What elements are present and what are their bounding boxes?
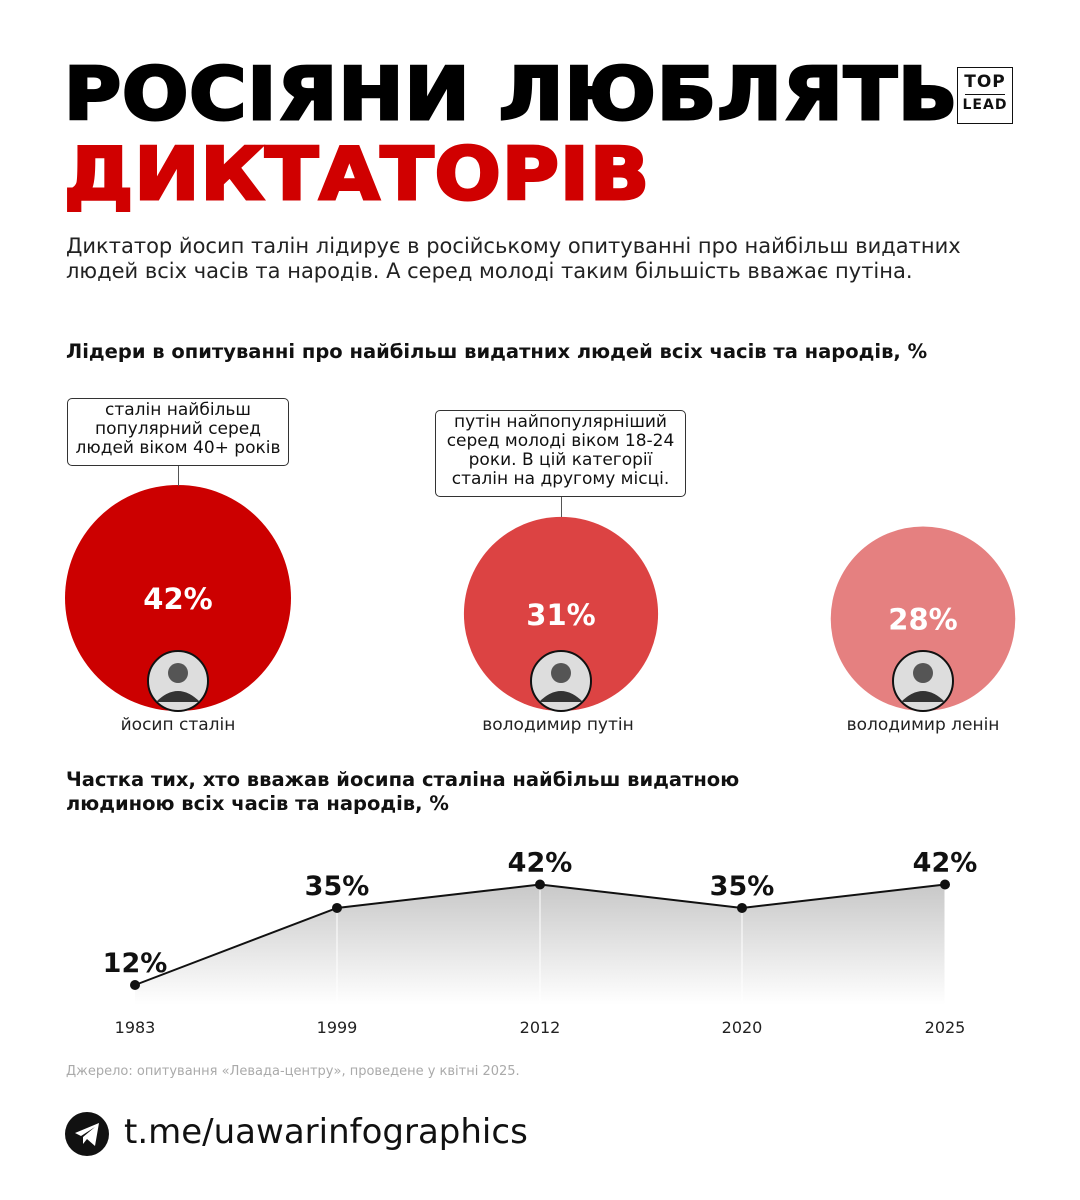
source-note: Джерело: опитування «Левада-центру», про… [66, 1064, 520, 1079]
data-label: 12% [103, 948, 168, 979]
intro-text: Диктатор йосип талін лідирує в російсько… [66, 234, 961, 283]
x-tick-label: 2012 [520, 1018, 561, 1037]
bubble [463, 516, 659, 711]
name-stalin: йосип сталін [120, 715, 236, 735]
portrait-icon [147, 650, 209, 712]
data-label: 42% [508, 848, 573, 879]
data-point [940, 879, 950, 890]
bubble-label: 31% [526, 598, 595, 632]
top-lead-logo: TOP LEAD [957, 67, 1013, 124]
x-tick-label: 2025 [925, 1018, 966, 1037]
data-label: 35% [305, 871, 370, 902]
portrait-icon [530, 650, 592, 712]
bubble-chart-title: Лідери в опитуванні про найбільш видатни… [66, 340, 928, 363]
line-chart-title: Частка тих, хто вважав йосипа сталіна на… [66, 768, 740, 815]
x-tick-label: 1999 [317, 1018, 358, 1037]
portrait-icon [892, 650, 954, 712]
telegram-link[interactable]: t.me/uawarinfographics [124, 1112, 528, 1152]
logo-top: TOP [964, 72, 1006, 92]
logo-bottom: LEAD [962, 97, 1008, 113]
bubble [830, 526, 1016, 711]
data-label: 35% [710, 871, 775, 902]
stalin-callout: сталін найбільш популярний серед людей в… [67, 398, 289, 466]
data-point [737, 902, 747, 913]
bubble-label: 28% [888, 603, 957, 637]
data-label: 42% [913, 848, 978, 879]
putin-callout: путін найпопулярніший серед молоді віком… [435, 410, 686, 497]
bubble [65, 485, 291, 711]
name-lenin: володимир ленін [846, 715, 1000, 735]
x-tick-label: 1983 [115, 1018, 156, 1037]
bubble-label: 42% [143, 582, 212, 616]
bubble-chart: 42% 31% 28% [65, 485, 1016, 712]
data-point [332, 902, 342, 913]
x-tick-label: 2020 [722, 1018, 763, 1037]
title-line-2: ДИКТАТОРІВ [62, 132, 651, 216]
data-point [535, 879, 545, 890]
data-point [130, 980, 140, 990]
title-line-1: РОСІЯНИ ЛЮБЛЯТЬ [62, 52, 959, 136]
name-putin: володимир путін [482, 715, 634, 735]
